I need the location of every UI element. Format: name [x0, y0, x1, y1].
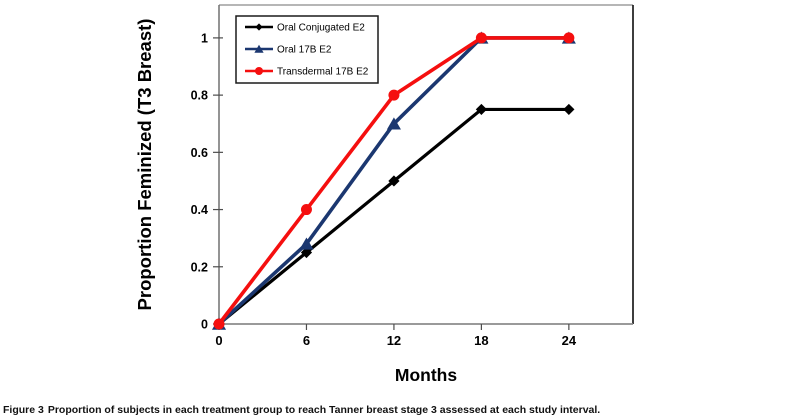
legend-box: Oral Conjugated E2 Oral 17B E2 Transdermal…: [235, 15, 379, 84]
data-point: [563, 32, 575, 44]
legend-label: Oral Conjugated E2: [277, 23, 365, 34]
data-point: [386, 117, 401, 130]
legend-label: Oral 17B E2: [277, 45, 332, 56]
data-point: [299, 237, 314, 250]
x-tick-label: 24: [562, 333, 577, 348]
figure-caption-text: Proportion of subjects in each treatment…: [47, 403, 601, 416]
y-tick-label: 0.8: [191, 89, 208, 103]
y-tick-label: 0: [201, 318, 208, 332]
legend-item: Oral Conjugated E2: [245, 23, 365, 34]
plot-area: [218, 4, 634, 325]
data-point: [300, 204, 312, 216]
y-axis-label: Proportion Feminized (T3 Breast): [134, 19, 155, 311]
figure-3-chart: 0 0.2 0.4 0.6 0.8 1 0 6 12 18 24 Months Proportion F…: [134, 4, 634, 385]
x-tick-label: 0: [215, 333, 222, 348]
data-point: [213, 318, 225, 330]
x-axis: 0 6 12 18 24: [215, 324, 577, 348]
legend-marker: [255, 67, 263, 75]
legend-label: Transdermal 17B E2: [277, 67, 369, 78]
data-point: [475, 103, 487, 116]
y-tick-label: 0.2: [191, 260, 208, 274]
y-tick-label: 1: [201, 31, 208, 45]
y-tick-label: 0.6: [191, 146, 208, 160]
line-chart: 0 0.2 0.4 0.6 0.8 1 0 6 12 18 24 Months Proportion F…: [134, 4, 634, 385]
figure-caption: Figure 3 Proportion of subjects in each t…: [3, 404, 791, 416]
x-tick-label: 6: [303, 333, 310, 348]
legend-item: Transdermal 17B E2: [245, 67, 369, 78]
y-tick-label: 0.4: [191, 203, 208, 217]
legend-item: Oral 17B E2: [245, 45, 332, 56]
data-point: [563, 103, 575, 116]
legend-marker: [255, 23, 263, 31]
series-0: [213, 103, 575, 330]
data-point: [388, 175, 400, 187]
x-axis-label: Months: [395, 365, 457, 385]
data-point: [475, 32, 487, 44]
legend-marker: [254, 44, 264, 53]
data-point: [300, 246, 313, 259]
series-2: [213, 32, 575, 330]
series-line: [217, 107, 571, 326]
figure-caption-label: Figure 3: [3, 403, 44, 416]
x-tick-label: 12: [387, 333, 401, 348]
y-axis: 0 0.2 0.4 0.6 0.8 1: [191, 31, 223, 332]
x-tick-label: 18: [474, 333, 488, 348]
data-point: [388, 89, 400, 101]
